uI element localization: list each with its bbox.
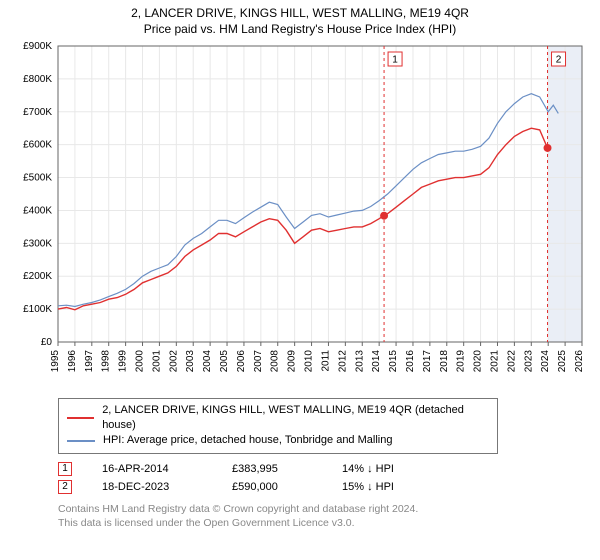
svg-text:2019: 2019 (456, 349, 467, 372)
svg-text:2000: 2000 (135, 349, 146, 372)
legend-label: 2, LANCER DRIVE, KINGS HILL, WEST MALLIN… (102, 403, 489, 434)
sale-marker: 1 (58, 462, 72, 476)
footer-line-2: This data is licensed under the Open Gov… (58, 516, 590, 530)
legend-item: 2, LANCER DRIVE, KINGS HILL, WEST MALLIN… (67, 403, 489, 434)
sale-price: £590,000 (232, 481, 312, 493)
svg-text:1996: 1996 (67, 349, 78, 372)
svg-text:£800K: £800K (23, 73, 52, 84)
svg-text:2026: 2026 (574, 349, 585, 372)
svg-text:2005: 2005 (219, 349, 230, 372)
svg-text:1998: 1998 (101, 349, 112, 372)
svg-text:2016: 2016 (405, 349, 416, 372)
svg-text:1999: 1999 (118, 349, 129, 372)
page-container: 2, LANCER DRIVE, KINGS HILL, WEST MALLIN… (0, 0, 600, 560)
price-chart: £0 £100K £200K £300K £400K £500K £600K £700K £80… (10, 42, 590, 392)
svg-text:2021: 2021 (489, 349, 500, 372)
svg-text:2012: 2012 (337, 349, 348, 372)
legend-swatch (67, 417, 94, 419)
svg-text:£600K: £600K (23, 139, 52, 150)
sale-delta: 14% ↓ HPI (342, 463, 432, 475)
svg-text:£900K: £900K (23, 42, 52, 52)
sale-marker: 2 (58, 480, 72, 494)
sales-list: 1 16-APR-2014 £383,995 14% ↓ HPI 2 18-DEC-202… (58, 462, 590, 498)
svg-text:2025: 2025 (557, 349, 568, 372)
svg-text:2013: 2013 (354, 349, 365, 372)
footer-credits: Contains HM Land Registry data © Crown c… (58, 502, 590, 530)
svg-text:£300K: £300K (23, 238, 52, 249)
sale-date: 16-APR-2014 (102, 463, 202, 475)
title-line-2: Price paid vs. HM Land Registry's House … (10, 22, 590, 36)
svg-text:2022: 2022 (506, 349, 517, 372)
svg-text:2023: 2023 (523, 349, 534, 372)
svg-text:2009: 2009 (287, 349, 298, 372)
svg-text:2001: 2001 (151, 349, 162, 372)
svg-text:£500K: £500K (23, 172, 52, 183)
svg-text:2008: 2008 (270, 349, 281, 372)
chart-legend: 2, LANCER DRIVE, KINGS HILL, WEST MALLIN… (58, 398, 498, 454)
svg-text:£0: £0 (41, 337, 53, 348)
sale-row: 1 16-APR-2014 £383,995 14% ↓ HPI (58, 462, 590, 476)
sale-delta: 15% ↓ HPI (342, 481, 432, 493)
legend-swatch (67, 440, 95, 442)
title-line-1: 2, LANCER DRIVE, KINGS HILL, WEST MALLIN… (10, 6, 590, 22)
sale-date: 18-DEC-2023 (102, 481, 202, 493)
svg-text:£200K: £200K (23, 271, 52, 282)
svg-text:2018: 2018 (439, 349, 450, 372)
legend-label: HPI: Average price, detached house, Tonb… (103, 433, 392, 448)
svg-text:2003: 2003 (185, 349, 196, 372)
legend-item: HPI: Average price, detached house, Tonb… (67, 433, 489, 448)
svg-text:£700K: £700K (23, 106, 52, 117)
svg-text:1997: 1997 (84, 349, 95, 372)
svg-text:2: 2 (556, 54, 562, 65)
svg-text:2015: 2015 (388, 349, 399, 372)
svg-text:2004: 2004 (202, 349, 213, 372)
svg-text:2020: 2020 (473, 349, 484, 372)
svg-text:2024: 2024 (540, 349, 551, 372)
svg-text:£400K: £400K (23, 205, 52, 216)
svg-text:2002: 2002 (168, 349, 179, 372)
svg-text:2006: 2006 (236, 349, 247, 372)
svg-text:2017: 2017 (422, 349, 433, 372)
svg-text:2007: 2007 (253, 349, 264, 372)
sale-row: 2 18-DEC-2023 £590,000 15% ↓ HPI (58, 480, 590, 494)
svg-text:1995: 1995 (50, 349, 61, 372)
svg-text:2014: 2014 (371, 349, 382, 372)
svg-text:1: 1 (392, 54, 398, 65)
footer-line-1: Contains HM Land Registry data © Crown c… (58, 502, 590, 516)
svg-text:2010: 2010 (304, 349, 315, 372)
sale-price: £383,995 (232, 463, 312, 475)
svg-text:2011: 2011 (320, 349, 331, 371)
svg-text:£100K: £100K (23, 304, 52, 315)
